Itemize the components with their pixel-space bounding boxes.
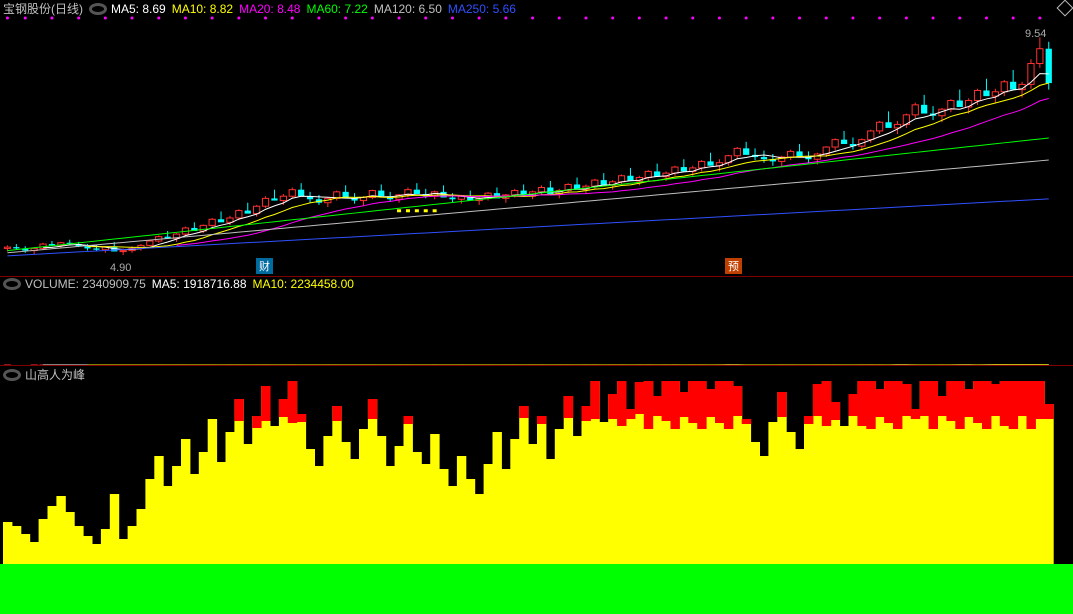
- price-label: 9.54: [1025, 28, 1046, 40]
- stock-chart-root: 宝钢股份(日线) MA5: 8.69MA10: 8.82MA20: 8.48MA…: [0, 0, 1073, 614]
- indicator-title: 山高人为峰: [25, 366, 91, 383]
- indicator-svg[interactable]: [0, 366, 1073, 614]
- volume-header: VOLUME: 2340909.75MA5: 1918716.88MA10: 2…: [3, 277, 366, 291]
- gear-icon[interactable]: [89, 3, 107, 15]
- stock-title: 宝钢股份(日线): [3, 0, 89, 17]
- volume-panel[interactable]: VOLUME: 2340909.75MA5: 1918716.88MA10: 2…: [0, 277, 1073, 365]
- candlestick-panel[interactable]: 宝钢股份(日线) MA5: 8.69MA10: 8.82MA20: 8.48MA…: [0, 0, 1073, 276]
- indicator-header: 山高人为峰: [3, 366, 91, 383]
- candlestick-svg[interactable]: [0, 0, 1073, 276]
- event-marker[interactable]: 预: [725, 258, 742, 274]
- gear-icon[interactable]: [3, 278, 21, 290]
- indicator-panel[interactable]: 山高人为峰: [0, 366, 1073, 614]
- gear-icon[interactable]: [3, 369, 21, 381]
- price-label: 4.90: [110, 262, 131, 274]
- volume-legend: VOLUME: 2340909.75MA5: 1918716.88MA10: 2…: [25, 277, 366, 291]
- event-marker[interactable]: 财: [256, 258, 273, 274]
- candlestick-header: 宝钢股份(日线) MA5: 8.69MA10: 8.82MA20: 8.48MA…: [3, 0, 528, 17]
- ma-legend: MA5: 8.69MA10: 8.82MA20: 8.48MA60: 7.22M…: [111, 2, 528, 16]
